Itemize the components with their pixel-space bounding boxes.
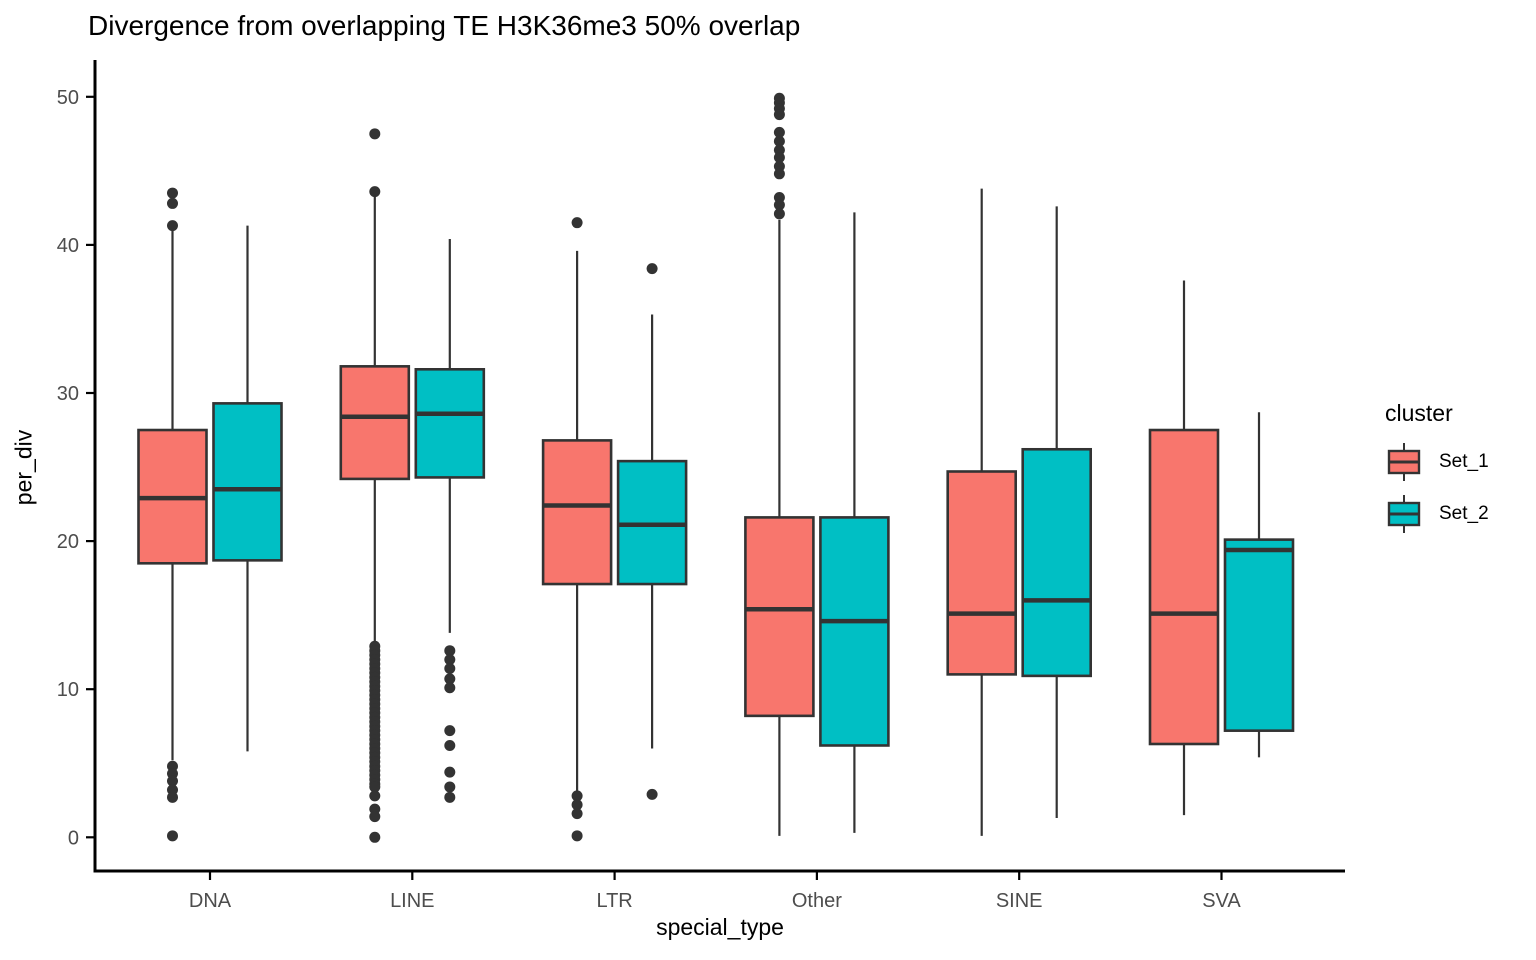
x-tick-label: LINE	[390, 890, 434, 912]
boxplot-LINE-Set_2-outlier	[444, 739, 456, 751]
boxplot-DNA-Set_2-box	[212, 402, 283, 562]
boxplot-SINE-Set_1-box	[946, 470, 1018, 676]
boxplot-LINE-Set_2-box	[414, 368, 486, 479]
boxplot-LINE-Set_1-box	[339, 365, 411, 481]
boxplot-LTR-Set_1-outlier	[571, 217, 583, 229]
boxplot-Other-Set_1-outlier	[773, 126, 785, 138]
boxplot-Other-Set_2-box	[819, 516, 890, 747]
boxplot-DNA-Set_1-outlier	[167, 220, 178, 232]
boxplot-SVA-Set_1-box	[1148, 428, 1220, 746]
x-tick-label: Other	[792, 890, 842, 912]
legend-label-set2: Set_2	[1439, 503, 1489, 524]
boxplot-LINE-Set_2-outlier	[444, 725, 456, 737]
boxplot-key-icon	[1387, 495, 1421, 533]
x-tick-label: SVA	[1202, 890, 1241, 912]
boxplot-Other-Set_1-outlier	[773, 109, 785, 121]
boxplot-LTR-Set_1-box	[541, 439, 613, 586]
boxplot-LINE-Set_1-outlier	[369, 128, 381, 140]
boxplot-Other-Set_1-outlier	[773, 152, 785, 164]
boxplot-Other-Set_1-outlier	[773, 208, 785, 220]
boxplot-LINE-Set_2-outlier	[444, 662, 456, 674]
y-tick-label: 40	[57, 235, 79, 257]
legend-label-set1: Set_1	[1439, 451, 1489, 472]
boxplot-LINE-Set_2-outlier	[444, 654, 456, 666]
x-tick-label: SINE	[996, 890, 1043, 912]
chart-title: Divergence from overlapping TE H3K36me3 …	[88, 10, 801, 41]
boxplot-DNA-Set_1-outlier	[167, 830, 178, 842]
boxplot-LINE-Set_2-outlier	[444, 645, 456, 657]
boxplot-Other-Set_1-box	[744, 516, 815, 718]
boxplot-DNA-Set_1-outlier	[167, 775, 178, 787]
boxplot-Other-Set_1-outlier	[773, 135, 785, 147]
x-tick-label: LTR	[596, 890, 632, 912]
y-tick-label: 50	[57, 87, 79, 109]
boxplot-SINE-Set_2-box	[1021, 447, 1093, 678]
boxplot-LINE-Set_1-outlier	[369, 186, 381, 198]
boxplot-LINE-Set_2-outlier	[444, 791, 456, 803]
boxplot-LINE-Set_2-outlier	[444, 781, 456, 793]
y-tick-label: 20	[57, 531, 79, 553]
boxplot-LINE-Set_1-outlier	[369, 781, 381, 793]
boxplot-LINE-Set_1-outlier	[369, 790, 381, 802]
boxplot-SVA-Set_2-box	[1223, 538, 1295, 732]
boxplot-key-icon	[1387, 443, 1421, 481]
boxplot-LTR-Set_1-outlier	[571, 830, 583, 842]
boxplot-Other-Set_1-outlier	[773, 168, 785, 180]
y-tick-label: 0	[68, 827, 79, 849]
boxplot-DNA-Set_1-outlier	[167, 791, 178, 803]
legend-entry-set1: Set_1	[1385, 441, 1489, 483]
x-tick-label: DNA	[189, 890, 232, 912]
boxplot-DNA-Set_1-outlier	[167, 197, 178, 209]
legend-entry-set2: Set_2	[1385, 493, 1489, 535]
boxplot-LTR-Set_2-outlier	[646, 788, 658, 800]
boxplot-LINE-Set_2-outlier	[444, 682, 456, 694]
boxplot-LTR-Set_1-outlier	[571, 790, 583, 802]
y-axis-title: per_div	[10, 429, 37, 506]
boxplot-DNA-Set_1-outlier	[167, 187, 178, 199]
boxplot-LTR-Set_1-outlier	[571, 799, 583, 811]
legend-title: cluster	[1385, 400, 1453, 426]
y-tick-label: 10	[57, 679, 79, 701]
boxplot-Other-Set_1-outlier	[773, 199, 785, 211]
legend: cluster Set_1 Set_2	[1385, 400, 1489, 545]
boxplot-LINE-Set_1-outlier	[369, 831, 381, 843]
boxplot-LINE-Set_1-outlier	[369, 811, 381, 823]
y-tick-label: 30	[57, 383, 79, 405]
x-axis-title: special_type	[656, 914, 784, 940]
boxplot-LTR-Set_1-outlier	[571, 808, 583, 820]
boxplot-LTR-Set_2-outlier	[646, 263, 658, 275]
boxplot-LINE-Set_2-outlier	[444, 673, 456, 685]
boxplot-LINE-Set_2-outlier	[444, 766, 456, 778]
